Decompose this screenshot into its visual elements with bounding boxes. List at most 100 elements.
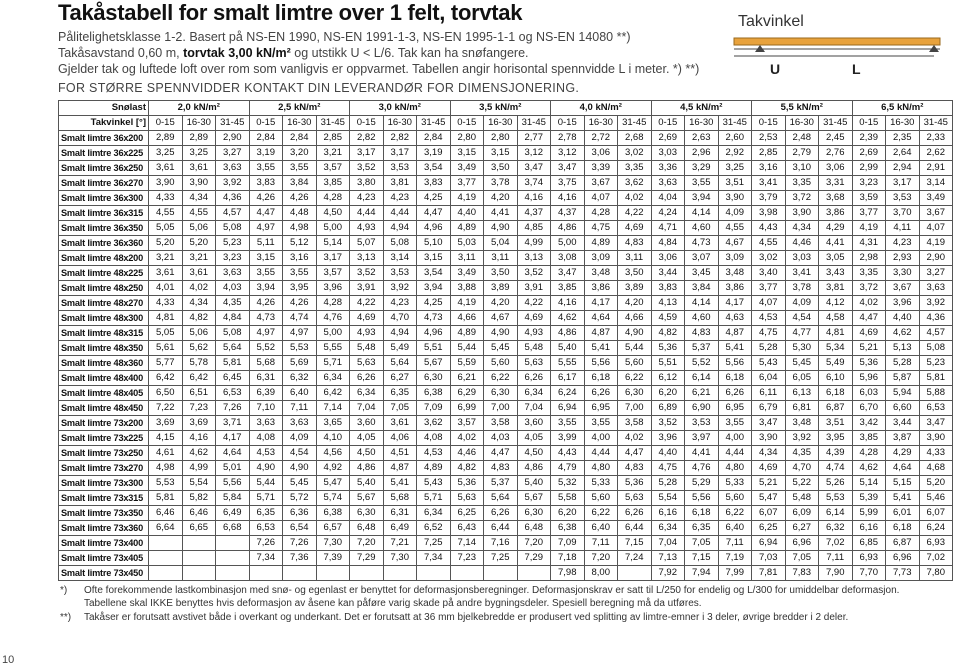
cell: 4,51 xyxy=(382,445,417,461)
cell: 5,68 xyxy=(248,355,283,371)
data-row: Smalt limtre 73x300 5,53 5,54 5,56 5,44 5,45 5… xyxy=(58,475,953,491)
cell: 3,54 xyxy=(416,265,451,281)
cell: 6,94 xyxy=(550,400,585,416)
cell: 3,78 xyxy=(483,175,518,191)
cell: 3,13 xyxy=(516,250,551,266)
cell: 6,26 xyxy=(717,385,752,401)
support xyxy=(755,45,765,52)
cell: 4,26 xyxy=(248,295,283,311)
data-row: Smalt limtre 73x315 5,81 5,82 5,84 5,71 5,72 5… xyxy=(58,490,953,506)
cell: 6,42 xyxy=(181,370,216,386)
cell: 6,25 xyxy=(449,505,484,521)
cell: 6,40 xyxy=(583,520,618,536)
cell: 2,80 xyxy=(449,130,484,146)
cell: 3,02 xyxy=(751,250,786,266)
cell: 3,25 xyxy=(181,145,216,161)
cell: 3,08 xyxy=(550,250,585,266)
data-row: Smalt limtre 36x225 3,25 3,25 3,27 3,19 3,20 3… xyxy=(58,145,953,161)
cell: 2,93 xyxy=(885,250,920,266)
angle-header: 31-45 xyxy=(617,115,652,131)
cell: 4,69 xyxy=(349,310,384,326)
cell: 3,52 xyxy=(650,415,685,431)
cell xyxy=(282,565,317,581)
cell xyxy=(349,565,384,581)
cell: 3,68 xyxy=(818,190,853,206)
cell: 4,54 xyxy=(784,310,819,326)
cell: 3,77 xyxy=(751,280,786,296)
footnote-mark: **) xyxy=(60,612,72,623)
cell: 4,29 xyxy=(885,445,920,461)
cell: 4,60 xyxy=(684,310,719,326)
cell: 7,22 xyxy=(148,400,183,416)
cell: 4,23 xyxy=(382,295,417,311)
data-row: Smalt limtre 36x300 4,33 4,34 4,36 4,26 4,26 4… xyxy=(58,190,953,206)
title: Takåstabell for smalt limtre over 1 felt… xyxy=(58,0,523,25)
cell: 3,52 xyxy=(349,160,384,176)
cell: 4,75 xyxy=(583,220,618,236)
cell: 3,11 xyxy=(449,250,484,266)
cell: 5,55 xyxy=(550,355,585,371)
cell: 3,21 xyxy=(148,250,183,266)
cell: 7,98 xyxy=(550,565,585,581)
cell: 4,39 xyxy=(818,445,853,461)
angle-header: 16-30 xyxy=(885,115,920,131)
cell: 4,29 xyxy=(818,220,853,236)
cell: 3,16 xyxy=(282,250,317,266)
cell: 4,04 xyxy=(650,190,685,206)
cell: 4,81 xyxy=(148,310,183,326)
cell: 2,82 xyxy=(382,130,417,146)
cell: 2,76 xyxy=(818,145,853,161)
cell: 4,34 xyxy=(181,295,216,311)
cell: 4,70 xyxy=(784,460,819,476)
cell: 4,98 xyxy=(148,460,183,476)
cell: 3,47 xyxy=(516,160,551,176)
cell: 4,89 xyxy=(449,220,484,236)
cell: 5,71 xyxy=(315,355,350,371)
cell: 5,40 xyxy=(550,340,585,356)
cell: 6,32 xyxy=(818,520,853,536)
cell: 4,28 xyxy=(315,190,350,206)
row-label: Smalt limtre 36x350 xyxy=(58,220,149,236)
cell: 4,02 xyxy=(449,430,484,446)
text-bold: torvtak 3,00 kN/m² xyxy=(183,46,291,60)
cell: 3,81 xyxy=(818,280,853,296)
cell: 5,00 xyxy=(315,325,350,341)
cell: 6,18 xyxy=(583,370,618,386)
cell: 4,83 xyxy=(617,235,652,251)
cell: 4,47 xyxy=(617,445,652,461)
cell: 6,34 xyxy=(416,505,451,521)
cell: 3,17 xyxy=(382,145,417,161)
row-label: Smalt limtre 48x400 xyxy=(58,370,149,386)
cell: 4,16 xyxy=(181,430,216,446)
cell: 5,04 xyxy=(483,235,518,251)
cell: 2,63 xyxy=(684,130,719,146)
cell: 3,06 xyxy=(583,145,618,161)
cell: 3,15 xyxy=(416,250,451,266)
cell: 4,19 xyxy=(851,220,886,236)
cell: 4,92 xyxy=(315,460,350,476)
cell: 3,83 xyxy=(248,175,283,191)
cell: 7,34 xyxy=(416,550,451,566)
row-label: Smalt limtre 36x315 xyxy=(58,205,149,221)
cell: 7,92 xyxy=(650,565,685,581)
cell: 4,62 xyxy=(181,445,216,461)
cell: 6,95 xyxy=(583,400,618,416)
cell: 5,37 xyxy=(483,475,518,491)
cell: 5,22 xyxy=(784,475,819,491)
cell: 7,04 xyxy=(650,535,685,551)
angle-header: 0-15 xyxy=(851,115,886,131)
cell: 7,19 xyxy=(717,550,752,566)
angle-header: 31-45 xyxy=(516,115,551,131)
data-row: Smalt limtre 48x270 4,33 4,34 4,35 4,26 4,26 4… xyxy=(58,295,953,311)
cell: 4,01 xyxy=(148,280,183,296)
cell: 5,44 xyxy=(617,340,652,356)
angle-header: 31-45 xyxy=(315,115,350,131)
cell: 3,95 xyxy=(282,280,317,296)
angle-header: 16-30 xyxy=(583,115,618,131)
cell: 3,49 xyxy=(449,160,484,176)
cell: 5,61 xyxy=(148,340,183,356)
cell: 4,50 xyxy=(349,445,384,461)
cell: 4,02 xyxy=(617,190,652,206)
cell: 7,05 xyxy=(684,535,719,551)
cell: 3,98 xyxy=(751,205,786,221)
